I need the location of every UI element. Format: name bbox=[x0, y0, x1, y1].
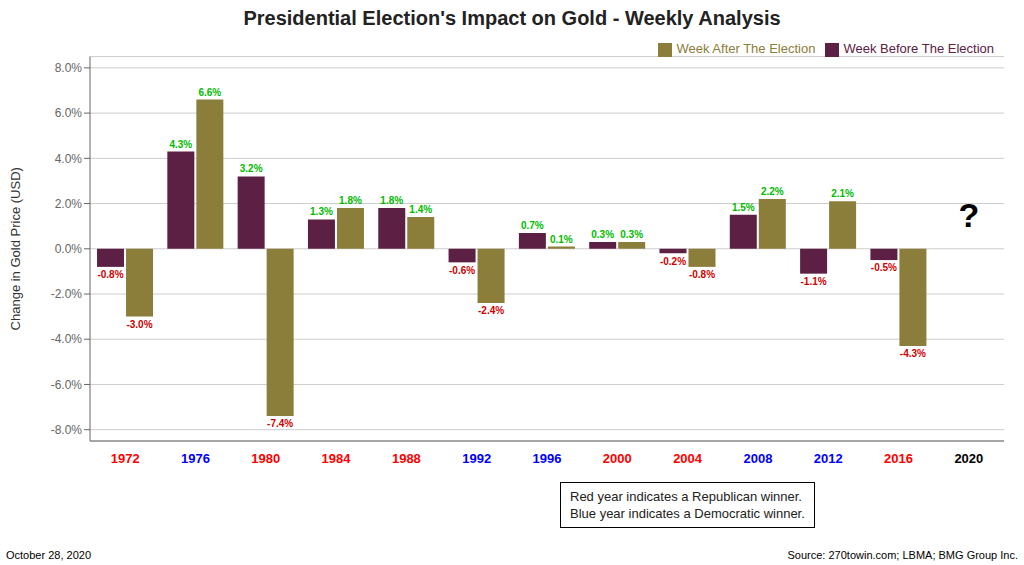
svg-text:1.4%: 1.4% bbox=[409, 204, 432, 215]
svg-text:-4.3%: -4.3% bbox=[900, 348, 926, 359]
svg-text:2004: 2004 bbox=[673, 451, 703, 466]
svg-text:6.0%: 6.0% bbox=[55, 106, 83, 120]
svg-text:3.2%: 3.2% bbox=[240, 163, 263, 174]
svg-text:8.0%: 8.0% bbox=[55, 61, 83, 75]
svg-text:6.6%: 6.6% bbox=[198, 87, 221, 98]
svg-text:2008: 2008 bbox=[743, 451, 772, 466]
svg-text:2016: 2016 bbox=[884, 451, 913, 466]
svg-text:1988: 1988 bbox=[392, 451, 421, 466]
svg-text:-0.8%: -0.8% bbox=[97, 269, 123, 280]
svg-text:1972: 1972 bbox=[111, 451, 140, 466]
svg-text:2.0%: 2.0% bbox=[55, 197, 83, 211]
html-text:Week Before The Election: Week Before The Election bbox=[843, 41, 994, 56]
html-text:Presidential Election's Impact: Presidential Election's Impact on Gold -… bbox=[243, 7, 781, 29]
svg-text:1.5%: 1.5% bbox=[732, 202, 755, 213]
html-text:October 28, 2020: October 28, 2020 bbox=[6, 549, 91, 561]
svg-text:1.8%: 1.8% bbox=[339, 195, 362, 206]
svg-text:-2.4%: -2.4% bbox=[478, 305, 504, 316]
svg-text:?: ? bbox=[958, 196, 979, 234]
svg-text:2000: 2000 bbox=[603, 451, 632, 466]
svg-text:-6.0%: -6.0% bbox=[51, 378, 83, 392]
svg-text:2.2%: 2.2% bbox=[761, 186, 784, 197]
svg-text:1.3%: 1.3% bbox=[310, 206, 333, 217]
svg-text:0.3%: 0.3% bbox=[591, 229, 614, 240]
svg-text:2.1%: 2.1% bbox=[831, 188, 854, 199]
svg-text:2020: 2020 bbox=[954, 451, 983, 466]
html-text:Week After The Election: Week After The Election bbox=[676, 41, 816, 56]
svg-text:2012: 2012 bbox=[814, 451, 843, 466]
svg-text:-0.6%: -0.6% bbox=[449, 265, 475, 276]
svg-text:1976: 1976 bbox=[181, 451, 210, 466]
svg-text:1980: 1980 bbox=[251, 451, 280, 466]
svg-text:0.7%: 0.7% bbox=[521, 220, 544, 231]
svg-text:-1.1%: -1.1% bbox=[801, 276, 827, 287]
svg-text:4.3%: 4.3% bbox=[169, 139, 192, 150]
svg-text:1992: 1992 bbox=[462, 451, 491, 466]
svg-text:-2.0%: -2.0% bbox=[51, 287, 83, 301]
svg-text:-0.2%: -0.2% bbox=[660, 256, 686, 267]
svg-text:-8.0%: -8.0% bbox=[51, 423, 83, 437]
svg-text:0.1%: 0.1% bbox=[550, 234, 573, 245]
svg-text:-7.4%: -7.4% bbox=[267, 418, 293, 429]
svg-text:-0.5%: -0.5% bbox=[871, 262, 897, 273]
svg-text:Change in Gold Price (USD): Change in Gold Price (USD) bbox=[8, 167, 23, 330]
svg-text:0.0%: 0.0% bbox=[55, 242, 83, 256]
html-text:Red year indicates a Republica: Red year indicates a Republican winner. … bbox=[570, 489, 805, 521]
svg-text:1984: 1984 bbox=[322, 451, 352, 466]
svg-text:0.3%: 0.3% bbox=[620, 229, 643, 240]
svg-text:1996: 1996 bbox=[533, 451, 562, 466]
svg-text:-4.0%: -4.0% bbox=[51, 332, 83, 346]
html-text:Source: 270towin.com; LBMA; BM: Source: 270towin.com; LBMA; BMG Group In… bbox=[787, 549, 1018, 561]
svg-text:-0.8%: -0.8% bbox=[689, 269, 715, 280]
svg-text:4.0%: 4.0% bbox=[55, 152, 83, 166]
svg-text:-3.0%: -3.0% bbox=[126, 319, 152, 330]
svg-text:1.8%: 1.8% bbox=[380, 195, 403, 206]
